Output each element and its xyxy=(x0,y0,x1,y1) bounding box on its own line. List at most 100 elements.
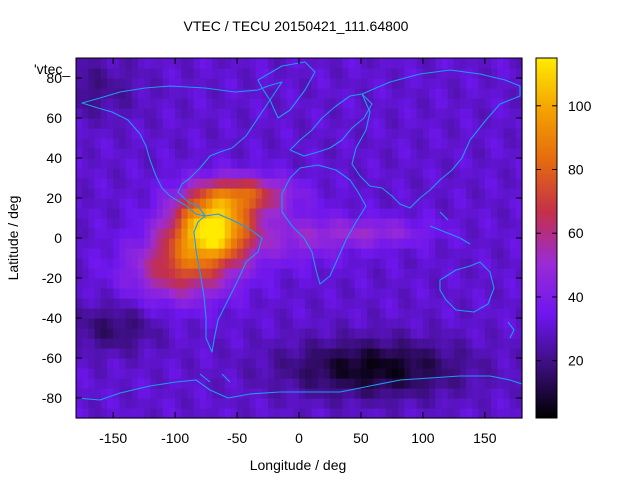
heatmap-cell xyxy=(119,328,127,339)
heatmap-cell xyxy=(268,138,275,149)
heatmap-cell xyxy=(453,128,461,139)
heatmap-cell xyxy=(94,208,102,219)
heatmap-cell xyxy=(156,148,164,159)
heatmap-cell xyxy=(515,328,523,339)
heatmap-cell xyxy=(342,118,350,129)
heatmap-cell xyxy=(230,358,238,369)
heatmap-cell xyxy=(478,78,486,89)
heatmap-cell xyxy=(441,158,449,169)
heatmap-cell xyxy=(329,58,337,69)
heatmap-cell xyxy=(317,388,325,399)
heatmap-cell xyxy=(373,358,381,369)
heatmap-cell xyxy=(268,398,275,409)
heatmap-cell xyxy=(348,88,356,99)
heatmap-cell xyxy=(230,298,238,309)
heatmap-cell xyxy=(261,368,269,379)
heatmap-cell xyxy=(447,258,455,269)
heatmap-cell xyxy=(76,378,83,389)
heatmap-cell xyxy=(323,178,331,189)
heatmap-cell xyxy=(410,288,418,299)
heatmap-cell xyxy=(410,268,418,279)
heatmap-cell xyxy=(299,318,306,329)
heatmap-cell xyxy=(447,138,455,149)
heatmap-cell xyxy=(162,178,170,189)
heatmap-cell xyxy=(261,308,269,319)
heatmap-cell xyxy=(429,328,436,339)
heatmap-cell xyxy=(268,348,275,359)
heatmap-cell xyxy=(82,238,89,249)
heatmap-cell xyxy=(311,358,319,369)
heatmap-cell xyxy=(398,88,405,99)
heatmap-cell xyxy=(478,68,486,79)
heatmap-cell xyxy=(224,258,232,269)
heatmap-cell xyxy=(491,128,498,139)
heatmap-cell xyxy=(373,368,381,379)
heatmap-cell xyxy=(416,348,424,359)
heatmap-cell xyxy=(156,348,164,359)
heatmap-cell xyxy=(391,328,399,339)
heatmap-cell xyxy=(354,88,362,99)
heatmap-cell xyxy=(299,248,306,259)
heatmap-cell xyxy=(237,298,244,309)
heatmap-cell xyxy=(354,238,362,249)
heatmap-cell xyxy=(206,58,213,69)
heatmap-cell xyxy=(181,408,189,419)
heatmap-cell xyxy=(354,108,362,119)
heatmap-cell xyxy=(268,198,275,209)
heatmap-cell xyxy=(144,268,151,279)
heatmap-cell xyxy=(199,198,207,209)
heatmap-cell xyxy=(88,218,96,229)
heatmap-cell xyxy=(113,138,120,149)
heatmap-cell xyxy=(206,258,213,269)
heatmap-cell xyxy=(243,178,251,189)
heatmap-cell xyxy=(429,318,436,329)
heatmap-cell xyxy=(88,408,96,419)
heatmap-cell xyxy=(422,398,430,409)
heatmap-cell xyxy=(137,98,145,109)
heatmap-cell xyxy=(206,138,213,149)
heatmap-cell xyxy=(367,348,374,359)
heatmap-cell xyxy=(379,248,387,259)
heatmap-cell xyxy=(224,318,232,329)
heatmap-cell xyxy=(305,258,312,269)
heatmap-cell xyxy=(404,68,412,79)
heatmap-cell xyxy=(379,308,387,319)
heatmap-cell xyxy=(503,228,511,239)
heatmap-cell xyxy=(323,398,331,409)
heatmap-cell xyxy=(460,248,467,259)
heatmap-cell xyxy=(460,128,467,139)
heatmap-cell xyxy=(491,338,498,349)
heatmap-cell xyxy=(398,338,405,349)
heatmap-cell xyxy=(280,78,288,89)
heatmap-cell xyxy=(441,258,449,269)
heatmap-cell xyxy=(410,228,418,239)
heatmap-cell xyxy=(416,138,424,149)
heatmap-cell xyxy=(168,178,176,189)
heatmap-cell xyxy=(193,98,201,109)
heatmap-cell xyxy=(212,238,220,249)
heatmap-cell xyxy=(497,88,505,99)
heatmap-cell xyxy=(168,278,176,289)
heatmap-cell xyxy=(509,368,517,379)
heatmap-cell xyxy=(348,108,356,119)
heatmap-cell xyxy=(447,278,455,289)
heatmap-cell xyxy=(268,78,275,89)
heatmap-cell xyxy=(367,58,374,69)
heatmap-cell xyxy=(460,78,467,89)
heatmap-cell xyxy=(515,258,523,269)
heatmap-cell xyxy=(150,328,158,339)
heatmap-cell xyxy=(429,278,436,289)
heatmap-cell xyxy=(206,308,213,319)
heatmap-cell xyxy=(88,108,96,119)
heatmap-cell xyxy=(497,378,505,389)
heatmap-cell xyxy=(249,358,257,369)
heatmap-cell xyxy=(503,128,511,139)
heatmap-cell xyxy=(373,78,381,89)
heatmap-cell xyxy=(299,208,306,219)
heatmap-cell xyxy=(410,128,418,139)
heatmap-cell xyxy=(453,358,461,369)
heatmap-cell xyxy=(354,288,362,299)
heatmap-cell xyxy=(286,168,294,179)
heatmap-cell xyxy=(150,368,158,379)
heatmap-cell xyxy=(150,258,158,269)
